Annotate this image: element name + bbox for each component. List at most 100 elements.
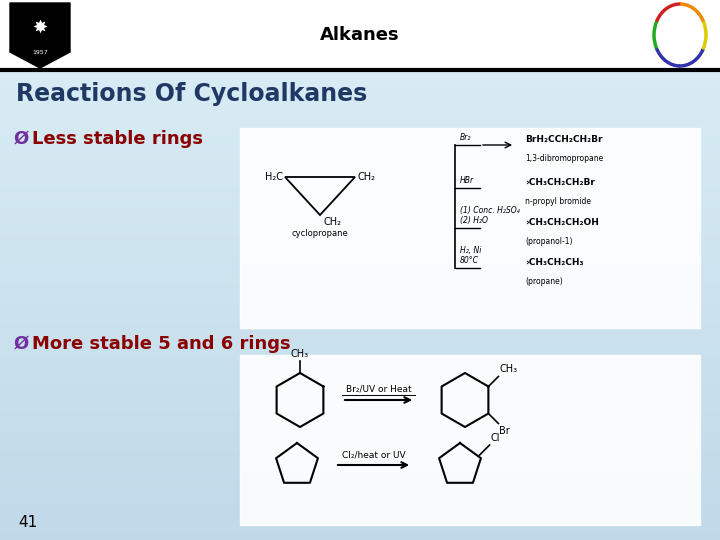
Bar xyxy=(0,472,720,480)
Polygon shape xyxy=(10,3,70,68)
Bar xyxy=(0,526,720,534)
Bar xyxy=(0,338,720,345)
Text: Alkanes: Alkanes xyxy=(320,26,400,44)
Bar xyxy=(0,209,720,216)
Text: H₂, Ni
80°C: H₂, Ni 80°C xyxy=(460,246,482,265)
Text: cyclopropane: cyclopropane xyxy=(292,229,348,238)
Bar xyxy=(0,189,720,195)
Bar xyxy=(0,54,720,60)
Bar xyxy=(0,0,720,70)
Text: 41: 41 xyxy=(18,515,37,530)
Bar xyxy=(0,68,720,74)
Bar xyxy=(0,237,720,243)
Bar xyxy=(0,270,720,276)
Bar xyxy=(0,534,720,540)
Bar xyxy=(0,0,720,6)
Bar xyxy=(0,47,720,54)
Text: Ø: Ø xyxy=(14,335,30,353)
Bar xyxy=(0,411,720,418)
Bar xyxy=(0,94,720,102)
Bar xyxy=(0,33,720,40)
Bar xyxy=(0,216,720,222)
Bar xyxy=(0,195,720,202)
Bar xyxy=(0,405,720,411)
Bar xyxy=(0,243,720,249)
Bar xyxy=(0,115,720,122)
Text: Ø: Ø xyxy=(14,130,30,148)
Bar xyxy=(0,303,720,310)
Bar xyxy=(0,81,720,87)
Text: Br₂: Br₂ xyxy=(460,133,472,142)
Bar xyxy=(0,310,720,317)
Bar xyxy=(0,183,720,189)
Text: CH₃: CH₃ xyxy=(291,349,309,359)
Text: HBr: HBr xyxy=(460,176,474,185)
Text: Cl₂/heat or UV: Cl₂/heat or UV xyxy=(342,450,405,459)
Bar xyxy=(0,372,720,378)
Bar xyxy=(0,364,720,372)
Bar xyxy=(0,330,720,338)
Text: (propanol-1): (propanol-1) xyxy=(525,237,572,246)
Bar xyxy=(0,480,720,486)
Text: Br: Br xyxy=(500,426,510,435)
Text: CH₃: CH₃ xyxy=(500,364,518,375)
Bar xyxy=(0,102,720,108)
Bar xyxy=(0,156,720,162)
Bar xyxy=(0,249,720,256)
Text: CH₂: CH₂ xyxy=(357,172,375,182)
Bar xyxy=(0,357,720,364)
Text: CH₂: CH₂ xyxy=(323,217,341,227)
Text: BrH₂CCH₂CH₂Br: BrH₂CCH₂CH₂Br xyxy=(525,135,603,144)
Bar xyxy=(0,446,720,453)
Bar xyxy=(0,399,720,405)
Text: H₂C: H₂C xyxy=(265,172,283,182)
Text: More stable 5 and 6 rings: More stable 5 and 6 rings xyxy=(32,335,291,353)
Bar xyxy=(0,492,720,500)
Bar xyxy=(0,432,720,438)
Bar xyxy=(0,141,720,149)
Text: (propane): (propane) xyxy=(525,277,563,286)
Bar xyxy=(0,297,720,303)
Text: ›CH₃CH₂CH₃: ›CH₃CH₂CH₃ xyxy=(525,258,583,267)
Text: 1957: 1957 xyxy=(32,50,48,55)
Bar xyxy=(240,355,700,525)
Bar xyxy=(0,40,720,47)
Bar xyxy=(0,465,720,472)
Bar xyxy=(0,426,720,432)
Bar xyxy=(0,60,720,68)
Bar xyxy=(0,392,720,399)
Bar xyxy=(0,162,720,168)
Bar xyxy=(0,148,720,156)
Bar xyxy=(240,128,700,328)
Bar xyxy=(0,507,720,513)
Bar xyxy=(0,351,720,357)
Bar xyxy=(0,324,720,330)
Bar xyxy=(0,108,720,115)
Bar xyxy=(0,20,720,27)
Text: Br₂/UV or Heat: Br₂/UV or Heat xyxy=(346,385,411,394)
Bar xyxy=(0,87,720,94)
Bar xyxy=(0,230,720,237)
Bar xyxy=(0,345,720,351)
Text: ›CH₃CH₂CH₂Br: ›CH₃CH₂CH₂Br xyxy=(525,178,595,187)
Bar xyxy=(0,176,720,183)
Bar xyxy=(0,128,720,135)
Text: ›CH₃CH₂CH₂OH: ›CH₃CH₂CH₂OH xyxy=(525,218,599,227)
Bar xyxy=(0,291,720,297)
Text: Less stable rings: Less stable rings xyxy=(32,130,203,148)
Bar xyxy=(0,27,720,33)
Bar xyxy=(0,453,720,459)
Bar xyxy=(0,74,720,81)
Bar xyxy=(0,202,720,209)
Bar xyxy=(0,284,720,291)
Bar xyxy=(0,519,720,526)
Bar xyxy=(0,438,720,445)
Bar xyxy=(0,6,720,14)
Bar xyxy=(0,459,720,465)
Bar xyxy=(0,263,720,270)
Bar xyxy=(0,486,720,492)
Bar xyxy=(0,317,720,324)
Bar xyxy=(0,513,720,519)
Bar xyxy=(0,418,720,426)
Bar xyxy=(0,256,720,263)
